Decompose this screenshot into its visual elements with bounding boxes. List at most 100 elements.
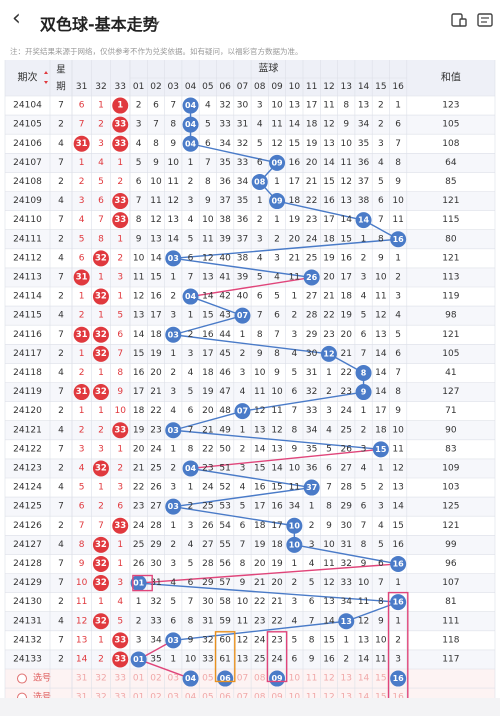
blue-miss-count: 2 — [291, 578, 297, 588]
sum-cell: 105 — [442, 349, 459, 359]
blue-miss-count: 33 — [306, 406, 317, 416]
blue-miss-count: 31 — [150, 578, 161, 588]
period-cell: 24116 — [13, 330, 42, 340]
select-radio-icon[interactable] — [17, 673, 27, 684]
blue-miss-count: 5 — [326, 444, 332, 454]
blue-miss-count: 10 — [289, 463, 301, 473]
select-blue-number: 05 — [202, 674, 213, 684]
period-cell: 24118 — [13, 368, 42, 378]
back-icon[interactable]: ‹ — [12, 6, 21, 31]
blue-miss-count: 7 — [274, 330, 280, 340]
blue-miss-count: 57 — [219, 578, 230, 588]
blue-miss-count: 14 — [254, 444, 266, 454]
blue-miss-count: 2 — [188, 330, 194, 340]
blue-miss-count: 16 — [202, 330, 214, 340]
blue-miss-count: 9 — [274, 368, 280, 378]
blue-miss-count: 8 — [205, 177, 211, 187]
blue-miss-count: 10 — [375, 272, 387, 282]
blue-miss-count: 6 — [395, 349, 401, 359]
blue-miss-count: 35 — [306, 444, 317, 454]
blue-miss-count: 18 — [133, 406, 145, 416]
red-ball-number: 33 — [114, 196, 126, 206]
select-blue-number: 03 — [168, 693, 179, 703]
blue-miss-count: 9 — [153, 158, 159, 168]
red-miss-count: 4 — [117, 597, 123, 607]
blue-ball-number: 13 — [341, 617, 352, 626]
blue-miss-count: 3 — [170, 483, 176, 493]
select-label: 选号 — [33, 672, 51, 684]
red-miss-count: 12 — [76, 616, 87, 626]
period-cell: 24130 — [13, 597, 42, 607]
red-miss-count: 11 — [76, 597, 87, 607]
blue-miss-count: 5 — [170, 597, 176, 607]
blue-miss-count: 36 — [219, 177, 231, 187]
blue-col-header: 09 — [271, 82, 283, 92]
chevron-down-icon[interactable]: ⌄ — [152, 13, 163, 27]
red-miss-count: 2 — [98, 425, 104, 435]
blue-miss-count: 7 — [257, 311, 263, 321]
blue-miss-count: 17 — [341, 272, 352, 282]
blue-miss-count: 3 — [257, 101, 263, 111]
red-ball — [92, 536, 109, 553]
blue-miss-count: 6 — [257, 158, 263, 168]
select-blue-number: 13 — [341, 693, 352, 703]
blue-miss-count: 14 — [341, 215, 353, 225]
settings-icon[interactable] — [476, 12, 494, 28]
blue-miss-count: 9 — [257, 349, 263, 359]
red-ball — [112, 632, 129, 649]
period-cell: 24125 — [13, 502, 42, 512]
blue-miss-count: 19 — [202, 387, 214, 397]
blue-miss-count: 9 — [326, 521, 332, 531]
blue-ball-number: 09 — [271, 158, 283, 167]
blue-miss-count: 20 — [271, 578, 283, 588]
blue-col-header: 10 — [289, 82, 301, 92]
blue-miss-count: 55 — [219, 540, 230, 550]
blue-miss-count: 1 — [361, 234, 367, 244]
blue-miss-count: 5 — [395, 330, 401, 340]
blue-miss-count: 11 — [392, 215, 403, 225]
week-cell: 2 — [58, 349, 64, 359]
blue-ball-number: 01 — [133, 655, 145, 664]
highlight-box — [214, 631, 236, 683]
blue-miss-count: 34 — [219, 139, 231, 149]
week-cell: 7 — [58, 559, 64, 569]
top-bar: ‹ 双色球-基本走势 ⌄ — [0, 0, 500, 40]
blue-miss-count: 11 — [375, 292, 386, 302]
selected-blue-number: 16 — [393, 674, 405, 683]
red-miss-count: 2 — [117, 463, 123, 473]
blue-miss-count: 2 — [240, 444, 246, 454]
period-cell: 24119 — [13, 387, 42, 397]
blue-miss-count: 22 — [271, 616, 282, 626]
blue-miss-count: 16 — [323, 654, 335, 664]
blue-miss-count: 36 — [306, 463, 318, 473]
trend-segment — [190, 143, 278, 164]
blue-miss-count: 44 — [219, 330, 231, 340]
blue-miss-count: 10 — [168, 158, 180, 168]
blue-group-header: 蓝球 — [258, 62, 278, 75]
blue-ball-number: 16 — [393, 559, 405, 568]
page-title[interactable]: 双色球-基本走势 — [40, 15, 159, 34]
blue-miss-count: 5 — [205, 120, 211, 130]
blue-miss-count: 11 — [202, 234, 213, 244]
red-miss-count: 2 — [98, 502, 104, 512]
blue-miss-count: 8 — [361, 540, 367, 550]
blue-miss-count: 9 — [188, 635, 194, 645]
select-red-number: 31 — [76, 674, 87, 684]
blue-miss-count: 22 — [150, 406, 161, 416]
red-miss-count: 5 — [117, 311, 123, 321]
red-ball — [92, 555, 109, 572]
red-ball-number: 31 — [76, 272, 88, 282]
blue-miss-count: 16 — [289, 158, 301, 168]
highlight-box — [266, 631, 288, 683]
trend-segment — [346, 601, 399, 622]
blue-ball-number: 15 — [375, 445, 387, 454]
blue-miss-count: 34 — [289, 502, 301, 512]
blue-miss-count: 11 — [150, 196, 161, 206]
blue-miss-count: 19 — [254, 540, 266, 550]
sum-cell: 121 — [442, 521, 459, 531]
blue-miss-count: 8 — [240, 559, 246, 569]
screen-icon[interactable] — [450, 12, 468, 28]
blue-miss-count: 34 — [237, 177, 249, 187]
red-miss-count: 3 — [117, 578, 123, 588]
